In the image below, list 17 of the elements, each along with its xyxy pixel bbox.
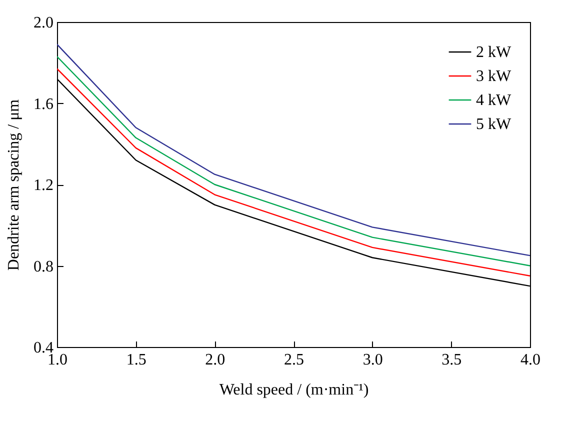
- x-tick-label: 3.0: [362, 352, 383, 368]
- x-axis-title: Weld speed / (m·min⁻¹): [219, 382, 369, 398]
- legend-label: 5 kW: [476, 116, 512, 133]
- legend-label: 4 kW: [476, 92, 512, 109]
- legend-label: 2 kW: [476, 44, 512, 61]
- x-tick-label: 2.0: [205, 352, 226, 368]
- x-tick-label: 1.0: [48, 352, 68, 368]
- y-tick-label: 2.0: [34, 14, 54, 32]
- y-tick-label: 0.8: [34, 258, 54, 276]
- x-tick-label: 2.5: [284, 352, 304, 368]
- y-axis-title: Dendrite arm spacing / μm: [6, 98, 22, 271]
- x-tick-label: 1.5: [126, 352, 146, 368]
- x-tick-label: 3.5: [442, 352, 462, 368]
- x-tick-label: 4.0: [520, 352, 540, 368]
- y-tick-label: 1.6: [34, 96, 54, 113]
- legend-label: 3 kW: [476, 68, 512, 85]
- y-tick-label: 1.2: [34, 177, 54, 194]
